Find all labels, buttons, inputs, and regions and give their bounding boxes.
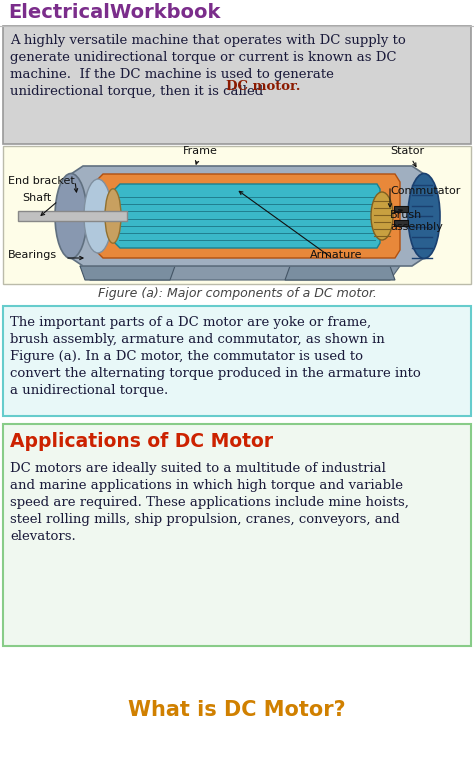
Text: Brush
assembly: Brush assembly [390, 211, 443, 231]
Polygon shape [115, 184, 380, 248]
Polygon shape [80, 266, 400, 280]
Polygon shape [3, 424, 471, 646]
Polygon shape [394, 206, 408, 212]
Text: Commutator: Commutator [390, 186, 460, 196]
Text: What is DC Motor?: What is DC Motor? [128, 700, 346, 720]
Text: DC motor.: DC motor. [226, 80, 301, 94]
Text: DC motors are ideally suited to a multitude of industrial
and marine application: DC motors are ideally suited to a multit… [10, 462, 409, 543]
Polygon shape [3, 306, 471, 416]
Text: End bracket: End bracket [8, 176, 75, 186]
Text: Shaft: Shaft [22, 193, 51, 203]
Polygon shape [80, 266, 175, 280]
Text: ElectricalWorkbook: ElectricalWorkbook [8, 2, 220, 22]
Polygon shape [93, 174, 400, 258]
Text: Stator: Stator [390, 146, 424, 166]
Polygon shape [3, 26, 471, 144]
Polygon shape [65, 166, 430, 266]
Ellipse shape [371, 192, 393, 240]
Text: The important parts of a DC motor are yoke or frame,
brush assembly, armature an: The important parts of a DC motor are yo… [10, 316, 421, 397]
Text: A highly versatile machine that operates with DC supply to
generate unidirection: A highly versatile machine that operates… [10, 34, 406, 98]
Text: Figure (a): Major components of a DC motor.: Figure (a): Major components of a DC mot… [98, 287, 376, 300]
Polygon shape [3, 146, 471, 284]
Ellipse shape [55, 173, 87, 259]
Ellipse shape [408, 173, 440, 259]
Polygon shape [394, 220, 408, 226]
Ellipse shape [105, 189, 121, 243]
Polygon shape [285, 266, 395, 280]
Ellipse shape [84, 179, 112, 253]
Text: Frame: Frame [182, 146, 218, 164]
Text: Applications of DC Motor: Applications of DC Motor [10, 432, 273, 451]
Text: Bearings: Bearings [8, 250, 57, 260]
Polygon shape [18, 211, 127, 221]
Text: Armature: Armature [310, 250, 363, 260]
